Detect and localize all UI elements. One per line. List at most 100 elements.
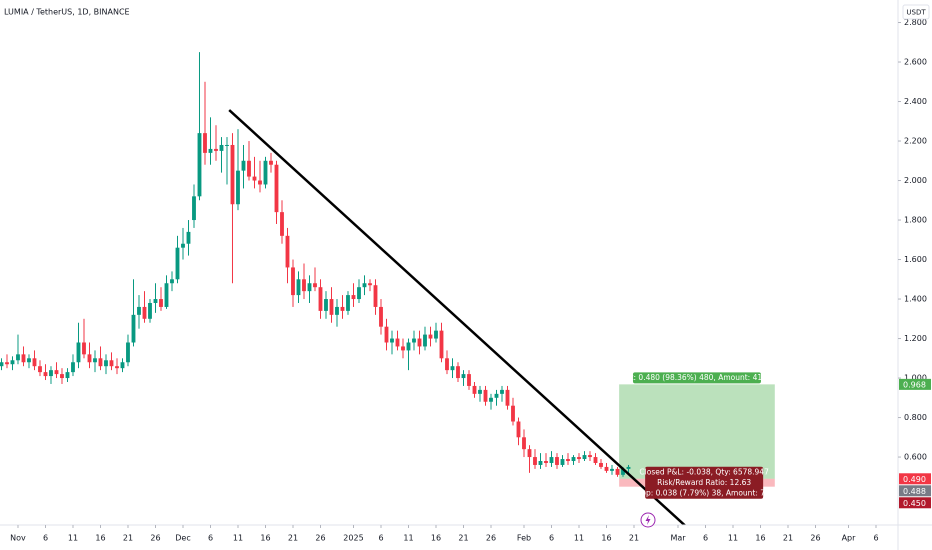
candle-body	[49, 370, 53, 377]
candle-body	[516, 421, 521, 438]
x-tick-label: 6	[873, 534, 878, 543]
candle-body	[280, 212, 284, 236]
x-tick-label: 6	[378, 534, 383, 543]
y-tick-label: 0.800	[904, 413, 927, 422]
candle-body	[54, 370, 59, 375]
candle-body	[604, 466, 609, 471]
candle-body	[307, 283, 312, 292]
candle-body	[483, 389, 488, 402]
x-tick-label: Apr	[842, 534, 857, 543]
candle-body	[423, 334, 427, 347]
candle-body	[258, 180, 262, 185]
candle-body	[500, 389, 504, 394]
x-tick-label: 21	[629, 534, 639, 543]
position-label: Risk/Reward Ratio: 12.63	[657, 478, 751, 487]
candle-body	[296, 279, 301, 296]
x-tick-label: 6	[703, 534, 708, 543]
candle-body	[71, 362, 75, 373]
candle-body	[291, 267, 295, 296]
x-tick-label: 11	[728, 534, 738, 543]
x-tick-label: 11	[574, 534, 584, 543]
candle-body	[346, 295, 350, 311]
candle-body	[538, 461, 543, 465]
candle-body	[395, 338, 400, 347]
pnl-label-bg	[645, 466, 764, 499]
price-tag-bg	[899, 497, 931, 509]
candle-body	[588, 455, 592, 458]
x-tick-label: 21	[123, 534, 133, 543]
candle-body	[461, 374, 466, 379]
candle-body	[549, 457, 554, 463]
candle-body	[555, 457, 559, 465]
candle-body	[27, 358, 31, 363]
candle-body	[478, 389, 482, 394]
candle-body	[401, 346, 405, 351]
candle-body	[170, 279, 174, 284]
y-tick-label: 1.200	[904, 334, 927, 343]
price-tag: 0.968	[903, 380, 926, 389]
candle-body	[5, 362, 9, 365]
candle-body	[285, 235, 290, 268]
currency-label[interactable]: USDT	[906, 9, 926, 17]
x-tick-label: Mar	[670, 534, 686, 543]
candle-body	[450, 366, 455, 371]
candle-body	[236, 170, 240, 205]
price-tag-bg	[899, 473, 931, 485]
y-tick-label: 1.600	[904, 255, 927, 264]
price-tag: 0.450	[903, 499, 926, 508]
candle-body	[335, 306, 339, 315]
x-tick-label: 16	[601, 534, 611, 543]
candle-body	[577, 457, 581, 460]
candle-body	[417, 338, 422, 347]
candle-body	[621, 468, 625, 475]
candle-body	[379, 306, 383, 327]
y-tick-label: 1.000	[904, 374, 927, 383]
target-label-bg	[632, 372, 761, 384]
trendline	[228, 109, 687, 525]
alert-icon[interactable]	[640, 512, 656, 528]
candle-body	[390, 338, 394, 343]
candle-body	[76, 342, 81, 363]
x-tick-label: 21	[288, 534, 298, 543]
candle-body	[38, 366, 42, 373]
candle-body	[522, 437, 526, 450]
candle-body	[445, 358, 449, 371]
x-tick-label: 21	[783, 534, 793, 543]
x-tick-label: 11	[233, 534, 243, 543]
candle-body	[93, 358, 97, 363]
candle-body	[505, 389, 510, 406]
price-tag-bg	[899, 485, 931, 497]
x-tick-label: 6	[549, 534, 554, 543]
chart-title: LUMIA / TetherUS, 1D, BINANCE	[4, 8, 130, 17]
candle-body	[164, 283, 169, 307]
candle-body	[582, 455, 587, 460]
candle-body	[181, 243, 185, 248]
candle-body	[126, 342, 130, 363]
candle-body	[21, 354, 26, 363]
x-tick-label: 16	[431, 534, 441, 543]
candle-body	[593, 457, 598, 463]
candle-body	[120, 362, 125, 369]
candle-body	[362, 283, 367, 288]
candle-body	[571, 457, 576, 462]
candle-body	[599, 462, 603, 467]
candle-body	[87, 354, 92, 363]
candle-body	[406, 342, 411, 351]
candle-body	[368, 283, 372, 286]
candle-body	[192, 196, 196, 221]
y-tick-label: 2.800	[904, 18, 927, 27]
candle-body	[533, 457, 537, 465]
y-tick-label: 0.600	[904, 453, 927, 462]
candle-body	[43, 372, 48, 377]
price-tag: 0.488	[903, 487, 926, 496]
x-tick-label: 26	[150, 534, 160, 543]
x-tick-label: Feb	[517, 534, 531, 543]
x-tick-label: 16	[95, 534, 105, 543]
y-tick-label: 2.600	[904, 58, 927, 67]
currency-button[interactable]	[902, 4, 930, 20]
x-tick-label: 11	[68, 534, 78, 543]
candle-body	[340, 306, 345, 311]
candle-body	[60, 374, 64, 379]
x-tick-label: 11	[403, 534, 413, 543]
candle-body	[104, 360, 108, 367]
